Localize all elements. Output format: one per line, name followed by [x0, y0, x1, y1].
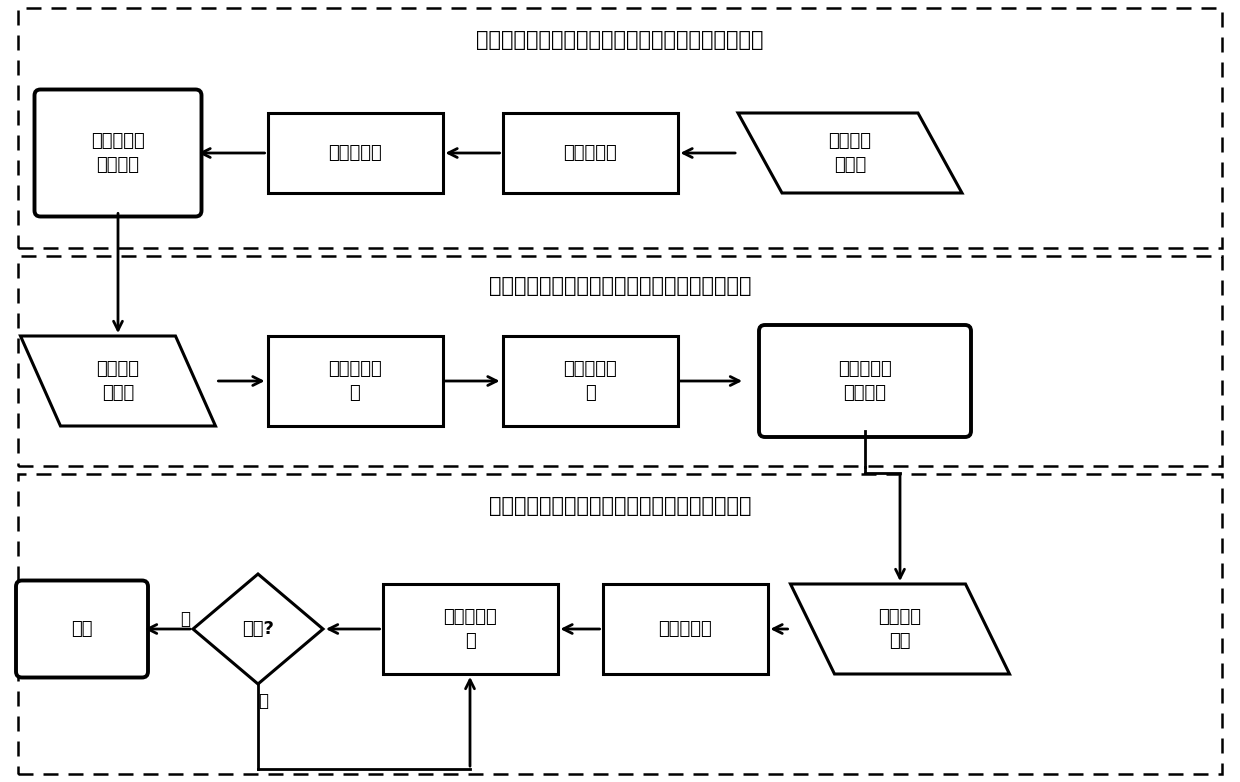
Text: 纤维路径
参数化: 纤维路径 参数化 — [828, 132, 872, 174]
Text: 读取等几
何数据: 读取等几 何数据 — [97, 361, 139, 402]
Text: 设置约束函
数: 设置约束函 数 — [443, 608, 497, 650]
Text: 基于等几何的变刚度复合材料板壳结构屈曲设计模型: 基于等几何的变刚度复合材料板壳结构屈曲设计模型 — [476, 30, 764, 50]
Bar — [268, 336, 443, 426]
FancyBboxPatch shape — [759, 325, 971, 437]
Text: 是: 是 — [180, 610, 190, 628]
Polygon shape — [738, 113, 962, 193]
Text: 否: 否 — [258, 692, 268, 710]
Bar — [19, 474, 1221, 774]
Bar — [268, 113, 443, 193]
Text: 收敛?: 收敛? — [242, 620, 274, 638]
Polygon shape — [193, 574, 322, 684]
Bar — [603, 584, 768, 674]
Bar — [502, 113, 677, 193]
Text: 输出屈曲载
荷与模态: 输出屈曲载 荷与模态 — [838, 361, 892, 402]
Text: 生成控制点: 生成控制点 — [563, 144, 616, 162]
Text: 组装刚度矩
阵: 组装刚度矩 阵 — [329, 361, 382, 402]
Text: 求解平衡方
程: 求解平衡方 程 — [563, 361, 616, 402]
Text: 解析灵敏度: 解析灵敏度 — [658, 620, 712, 638]
Bar — [382, 584, 558, 674]
FancyBboxPatch shape — [35, 89, 201, 217]
Text: 等几何屈曲
设计模型: 等几何屈曲 设计模型 — [91, 132, 145, 174]
Text: 构造优化
模型: 构造优化 模型 — [878, 608, 921, 650]
Polygon shape — [21, 336, 216, 426]
Polygon shape — [791, 584, 1009, 674]
Text: 结束: 结束 — [71, 620, 93, 638]
Text: 基于等几何的变刚度复合材料板壳结构屈曲分析: 基于等几何的变刚度复合材料板壳结构屈曲分析 — [489, 276, 751, 296]
Bar — [502, 336, 677, 426]
Text: 基于解析灵敏度的变刚度复合材料板壳高效优化: 基于解析灵敏度的变刚度复合材料板壳高效优化 — [489, 496, 751, 516]
Text: 收敛性分析: 收敛性分析 — [329, 144, 382, 162]
Bar — [19, 256, 1221, 466]
FancyBboxPatch shape — [16, 580, 148, 677]
Bar — [19, 8, 1221, 248]
